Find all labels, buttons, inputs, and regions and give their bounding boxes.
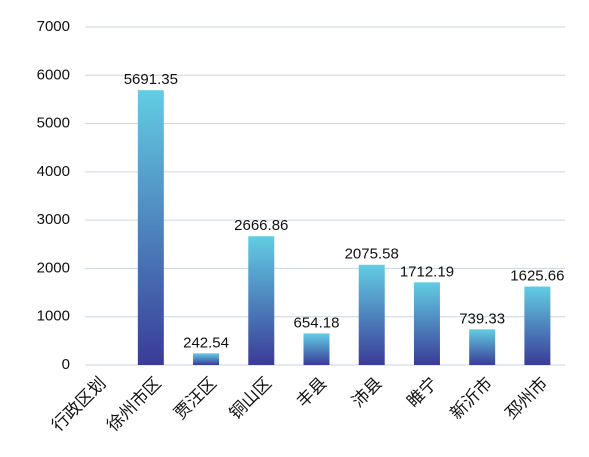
- x-tick-label: 邳州市: [502, 374, 551, 423]
- bar: [193, 353, 220, 365]
- value-label: 739.33: [459, 310, 505, 327]
- bar: [413, 282, 440, 365]
- x-tick-label: 丰县: [293, 374, 330, 411]
- value-label: 2075.58: [345, 246, 399, 263]
- value-label: 2666.86: [234, 217, 288, 234]
- x-tick-label: 睢宁: [403, 374, 440, 411]
- bar: [137, 90, 164, 366]
- value-label: 654.18: [294, 314, 340, 331]
- bar: [358, 264, 385, 365]
- bar: [303, 333, 330, 365]
- y-tick-label: 2000: [37, 259, 70, 276]
- value-label: 1712.19: [400, 263, 454, 280]
- x-tick-label: 沛县: [348, 374, 385, 411]
- x-tick-label: 贾汪区: [171, 374, 220, 423]
- y-tick-label: 0: [62, 356, 70, 373]
- y-tick-label: 7000: [37, 18, 70, 35]
- y-tick-label: 4000: [37, 163, 70, 180]
- x-tick-label: 徐州市区: [103, 374, 165, 436]
- value-label: 1625.66: [510, 267, 564, 284]
- bar: [469, 329, 496, 365]
- x-tick-label: 新沂市: [447, 374, 496, 423]
- y-tick-label: 3000: [37, 211, 70, 228]
- x-tick-label: 行政区划: [48, 374, 110, 436]
- y-tick-label: 6000: [37, 66, 70, 83]
- x-tick-label: 铜山区: [226, 374, 275, 423]
- value-label: 5691.35: [124, 71, 178, 88]
- y-tick-label: 5000: [37, 115, 70, 132]
- value-label: 242.54: [183, 334, 229, 351]
- bar: [524, 286, 551, 365]
- y-tick-label: 1000: [37, 308, 70, 325]
- bar: [248, 236, 275, 365]
